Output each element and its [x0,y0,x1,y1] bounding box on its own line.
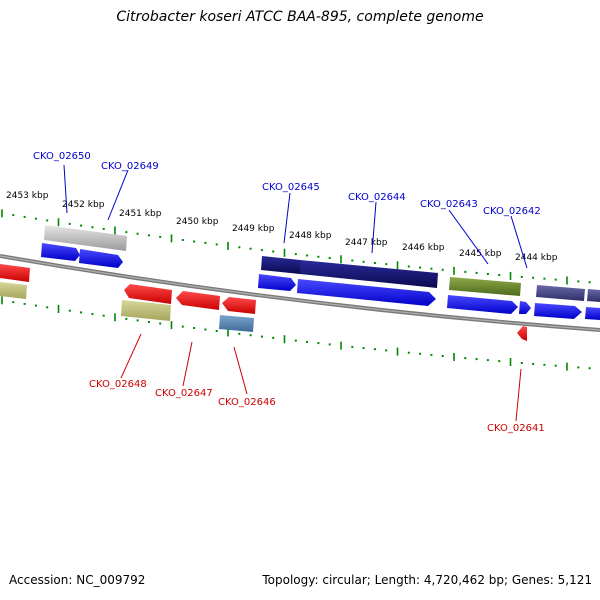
gene-label-cko-02647: CKO_02647 [155,388,213,399]
gene-label-cko-02648: CKO_02648 [89,379,147,390]
top-gene-labels: CKO_02650 CKO_02649 CKO_02645 CKO_02644 … [33,151,541,217]
scale-label: 2444 kbp [515,253,558,263]
topology-label: Topology: circular; Length: 4,720,462 bp… [262,573,592,587]
gene-arrow-forward [297,279,436,306]
gene-arrow-forward [585,307,600,320]
scale-label: 2446 kbp [402,243,445,253]
gene-cko-02648-box [121,300,171,321]
gene-arrow-forward [519,301,531,314]
lower-feature-track [0,282,254,332]
gene-label-cko-02650: CKO_02650 [33,151,91,162]
gene-label-cko-02646: CKO_02646 [218,397,276,408]
gene-arrow-forward [258,274,296,291]
gene-label-cko-02645: CKO_02645 [262,182,320,193]
gene-label-cko-02641: CKO_02641 [487,423,545,434]
scale-label: 2447 kbp [345,238,388,248]
gene-cko-02646-box [219,315,254,332]
gene-purple-box [536,285,585,301]
gene-arrow-forward [447,295,518,314]
scale-label: 2448 kbp [289,231,332,241]
bottom-gene-labels: CKO_02648 CKO_02647 CKO_02646 CKO_02641 [89,379,545,434]
gene-purple-box-2 [587,289,600,302]
gene-label-cko-02644: CKO_02644 [348,192,406,203]
scale-label: 2452 kbp [62,200,105,210]
gene-arrow-reverse [517,326,527,341]
reverse-strand-genes [0,264,527,341]
gene-label-cko-02649: CKO_02649 [101,161,159,172]
gene-cko-02644-box [300,260,438,288]
gene-arrow-forward [41,243,80,261]
map-title: Citrobacter koseri ATCC BAA-895, complet… [116,9,484,25]
gene-arrow-forward [534,303,582,319]
gene-cko-02650-box [44,225,127,251]
forward-strand-genes [41,243,600,320]
gene-khaki-box [0,282,27,299]
top-tick-track [1,209,591,285]
gene-arrow-reverse [124,284,172,304]
gene-arrow-reverse [222,297,256,314]
scale-label: 2451 kbp [119,209,162,219]
gene-label-cko-02643: CKO_02643 [420,199,478,210]
gene-label-cko-02642: CKO_02642 [483,206,541,217]
gene-cko-02643-box [449,277,521,296]
scale-label: 2449 kbp [232,224,275,234]
gene-arrow-forward [79,249,123,268]
scale-label: 2453 kbp [6,191,49,201]
gene-cko-02645-box [261,256,300,274]
gene-arrow-reverse [176,291,220,310]
bottom-tick-track [1,296,591,371]
gene-arrow-reverse [0,264,30,282]
accession-label: Accession: NC_009792 [9,573,146,587]
scale-label: 2450 kbp [176,217,219,227]
upper-feature-track [44,225,600,302]
gene-leader-lines [63,164,528,422]
